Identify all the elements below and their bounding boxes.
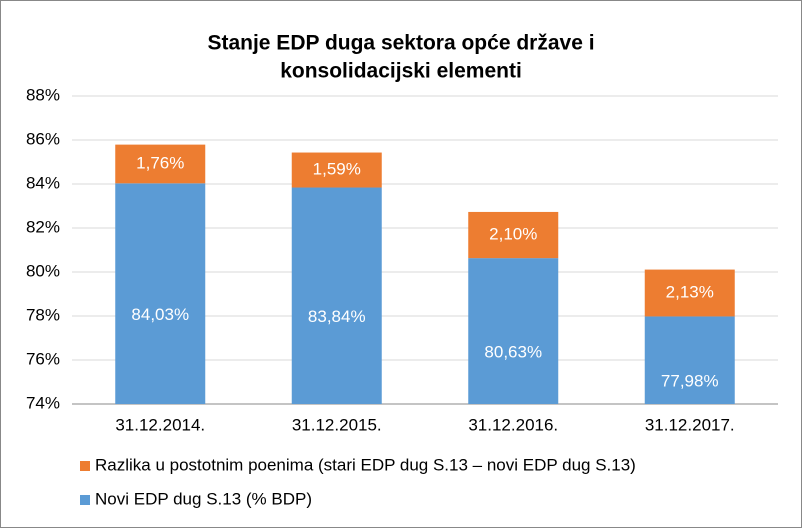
value-label: 83,84% (308, 307, 366, 326)
legend-swatch (80, 495, 90, 505)
value-label: 2,10% (489, 225, 537, 244)
bar-segment (468, 211, 559, 259)
legend-swatch (80, 461, 90, 471)
value-label: 80,63% (484, 343, 542, 362)
x-tick-label: 31.12.2015. (292, 415, 382, 434)
y-tick-label: 74% (26, 393, 60, 412)
y-tick-label: 82% (26, 217, 60, 236)
y-tick-label: 88% (26, 85, 60, 104)
y-tick-label: 78% (26, 305, 60, 324)
bar-segment (115, 183, 206, 404)
bar-segment (644, 316, 735, 404)
chart-title: Stanje EDP duga sektora opće države i (207, 32, 594, 55)
bar-segment (468, 258, 559, 404)
y-tick-label: 84% (26, 173, 60, 192)
y-tick-label: 86% (26, 129, 60, 148)
bar-segment (644, 269, 735, 317)
bar-segment (115, 144, 206, 184)
y-tick-label: 80% (26, 261, 60, 280)
bar-segment (291, 187, 382, 404)
y-tick-label: 76% (26, 349, 60, 368)
value-label: 77,98% (661, 372, 719, 391)
x-tick-label: 31.12.2017. (645, 415, 735, 434)
x-tick-label: 31.12.2014. (115, 415, 205, 434)
value-label: 84,03% (131, 305, 189, 324)
value-label: 1,76% (136, 153, 184, 172)
chart-title: konsolidacijski elementi (280, 60, 522, 83)
legend-label: Razlika u postotnim poenima (stari EDP d… (95, 455, 636, 474)
value-label: 2,13% (666, 282, 714, 301)
legend-label: Novi EDP dug S.13 (% BDP) (95, 489, 312, 508)
x-tick-label: 31.12.2016. (468, 415, 558, 434)
value-label: 1,59% (313, 160, 361, 179)
bar-segment (291, 152, 382, 188)
